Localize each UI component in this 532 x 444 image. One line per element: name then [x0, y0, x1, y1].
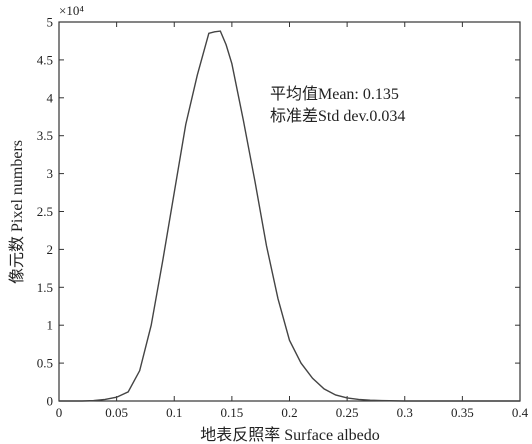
plot-frame — [58, 21, 521, 402]
y-tick-label: 2 — [47, 242, 54, 257]
x-tick-label: 0.2 — [281, 405, 297, 420]
y-tick-label: 0 — [47, 394, 54, 409]
annotation-mean: 平均值Mean: 0.135 — [270, 85, 399, 103]
x-axis-ticks: 0 0.05 0.1 0.15 0.2 0.25 0.3 0.35 0.4 — [56, 22, 529, 420]
y-tick-label: 4.5 — [37, 52, 53, 67]
y-tick-label: 3.5 — [37, 128, 53, 143]
x-tick-label: 0 — [56, 405, 63, 420]
y-tick-label: 1 — [47, 318, 54, 333]
x-tick-label: 0.15 — [221, 405, 244, 420]
x-tick-label: 0.3 — [397, 405, 413, 420]
x-tick-label: 0.25 — [336, 405, 359, 420]
annotation-std-dev: 标准差Std dev.0.034 — [270, 107, 405, 125]
x-tick-label: 0.35 — [451, 405, 474, 420]
series-line — [59, 30, 520, 402]
y-multiplier-label: ×10⁴ — [59, 3, 84, 18]
y-tick-label: 4 — [47, 90, 54, 105]
y-tick-label: 5 — [47, 15, 54, 30]
x-tick-label: 0.1 — [166, 405, 182, 420]
y-tick-label: 3 — [47, 166, 54, 181]
y-axis-ticks: 0 0.5 1 1.5 2 2.5 3 3.5 4 4.5 5 — [37, 15, 520, 409]
y-tick-label: 0.5 — [37, 356, 53, 371]
x-axis-title: 地表反照率 Surface albedo — [200, 426, 380, 444]
y-axis-title: 像元数 Pixel numbers — [8, 140, 26, 284]
y-tick-label: 2.5 — [37, 204, 53, 219]
x-tick-label: 0.05 — [105, 405, 128, 420]
y-tick-label: 1.5 — [37, 280, 53, 295]
x-tick-label: 0.4 — [512, 405, 529, 420]
